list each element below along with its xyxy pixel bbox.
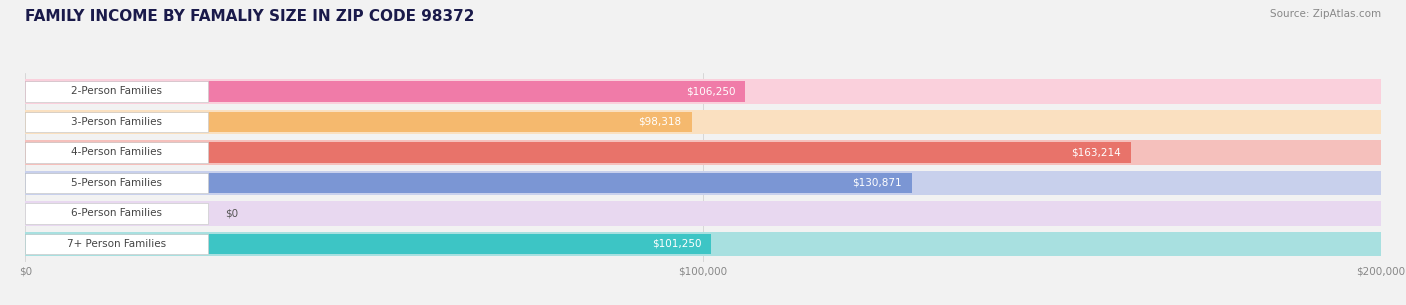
Bar (25, 232, 1381, 256)
Text: 2-Person Families: 2-Person Families (72, 87, 162, 96)
Bar (25, 142, 208, 163)
Text: $130,871: $130,871 (852, 178, 903, 188)
Text: 5-Person Families: 5-Person Families (72, 178, 162, 188)
Bar (25, 171, 1381, 195)
Text: Source: ZipAtlas.com: Source: ZipAtlas.com (1270, 9, 1381, 19)
Bar (25, 112, 208, 132)
Text: 7+ Person Families: 7+ Person Families (67, 239, 166, 249)
Bar (25, 81, 745, 102)
Bar (25, 201, 1381, 226)
Bar (25, 110, 1381, 134)
Bar (25, 173, 912, 193)
Text: $163,214: $163,214 (1071, 148, 1121, 157)
Bar (25, 142, 1132, 163)
Text: $106,250: $106,250 (686, 87, 735, 96)
Bar (25, 234, 711, 254)
Bar (25, 203, 208, 224)
Text: 4-Person Families: 4-Person Families (72, 148, 162, 157)
Text: 3-Person Families: 3-Person Families (72, 117, 162, 127)
Text: 6-Person Families: 6-Person Families (72, 209, 162, 218)
Bar (25, 140, 1381, 165)
Bar (25, 81, 208, 102)
Bar (25, 79, 1381, 104)
Text: $98,318: $98,318 (638, 117, 682, 127)
Text: $101,250: $101,250 (652, 239, 702, 249)
Bar (25, 173, 208, 193)
Text: $0: $0 (225, 209, 239, 218)
Bar (25, 112, 692, 132)
Bar (25, 234, 208, 254)
Text: FAMILY INCOME BY FAMALIY SIZE IN ZIP CODE 98372: FAMILY INCOME BY FAMALIY SIZE IN ZIP COD… (25, 9, 475, 24)
